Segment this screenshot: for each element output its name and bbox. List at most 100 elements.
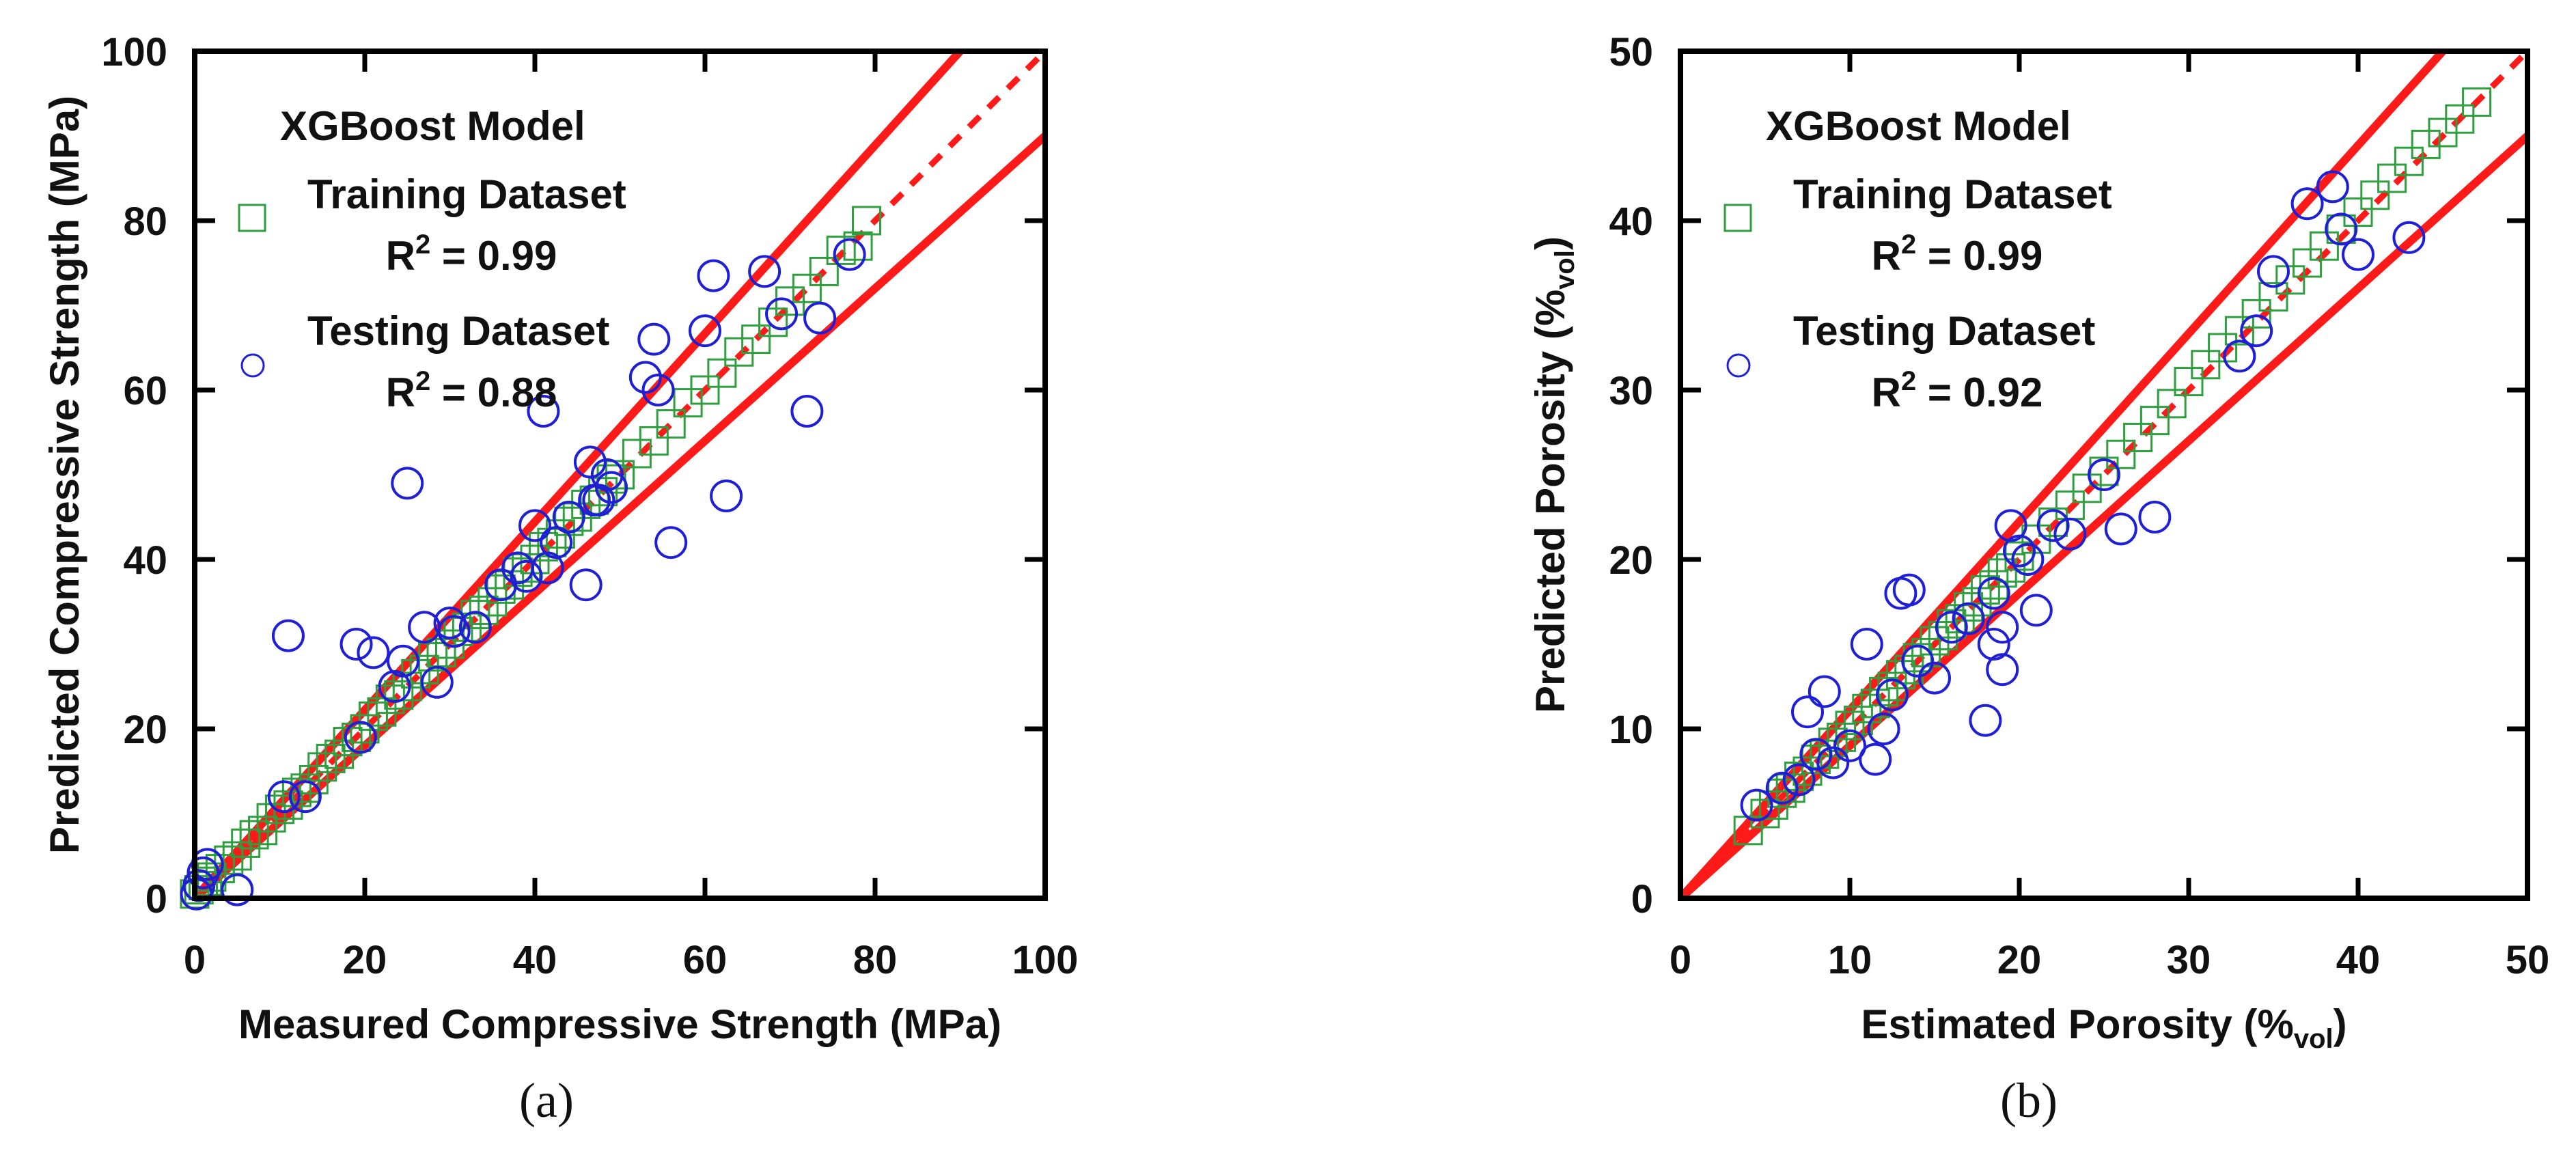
training-point (2377, 163, 2407, 193)
panel-b: 0 10 20 30 40 50 0 10 20 30 40 50 Estimated Porosity… (1288, 0, 2576, 1151)
r2-sup: 2 (1901, 366, 1916, 396)
testing-point (637, 322, 671, 356)
training-point (2275, 265, 2305, 295)
x-tick-label: 20 (343, 938, 387, 982)
r2-prefix: R (386, 370, 415, 415)
r2-sup: 2 (415, 366, 430, 396)
training-point (1987, 558, 2017, 588)
testing-point (531, 551, 564, 585)
testing-point (1986, 611, 2019, 644)
legend-testing-label: Testing Dataset (307, 308, 609, 354)
legend-training-r2: R2 = 0.99 (386, 230, 557, 279)
legend-training-marker (238, 204, 266, 232)
legend-training-label: Training Dataset (307, 171, 626, 217)
training-point (2191, 350, 2221, 380)
testing-point (1867, 712, 1900, 745)
testing-point (1850, 628, 1883, 661)
legend-testing-label: Testing Dataset (1793, 308, 2095, 354)
training-point (2157, 389, 2187, 419)
training-point (852, 206, 882, 236)
legend-testing-marker (1726, 353, 1751, 378)
x-tick-label: 0 (1670, 938, 1691, 982)
y-axis-title-end: ) (1527, 236, 1573, 250)
x-axis-title-sub: vol (2294, 1024, 2333, 1054)
testing-point (1918, 661, 1951, 695)
testing-point (2290, 187, 2324, 221)
plot-frame (1678, 48, 2530, 901)
legend-title: XGBoost Model (1766, 103, 2071, 149)
testing-point (710, 480, 743, 512)
training-point (2139, 406, 2170, 436)
testing-point (221, 873, 254, 906)
y-tick-label: 10 (1609, 708, 1653, 752)
training-point (792, 273, 822, 303)
testing-point (595, 471, 628, 504)
x-axis-title-main: Estimated Porosity (% (1861, 1001, 2294, 1047)
testing-point (527, 395, 560, 428)
testing-point (1740, 788, 1773, 822)
training-point (1758, 790, 1788, 820)
r2-prefix: R (1872, 233, 1901, 279)
training-point (1928, 621, 1958, 651)
testing-point (1977, 628, 2010, 661)
x-tick-label: 20 (1997, 938, 2042, 982)
training-point (1818, 727, 1848, 758)
training-point (2293, 248, 2323, 278)
training-point (1835, 710, 1865, 740)
testing-point (1833, 729, 1866, 762)
r2-sup: 2 (415, 230, 430, 260)
testing-point (344, 721, 377, 754)
testing-point (2138, 501, 2172, 533)
testing-point (833, 238, 866, 271)
y-axis-title-main: Predicted Porosity (% (1527, 290, 1573, 713)
r2-prefix: R (386, 233, 415, 279)
r2-value: = 0.99 (430, 233, 557, 279)
training-point (384, 680, 414, 710)
bound-line-2 (195, 133, 1045, 898)
testing-point (1935, 611, 1968, 644)
testing-point (437, 615, 471, 648)
x-axis-title: Measured Compressive Strength (MPa) (238, 1001, 1001, 1047)
testing-point (1952, 602, 1985, 635)
x-tick-label: 40 (2336, 938, 2381, 982)
testing-point (1765, 771, 1799, 805)
testing-point (2036, 509, 2070, 542)
training-point (2258, 282, 2288, 312)
x-tick-label: 0 (184, 938, 206, 982)
training-point (707, 358, 737, 388)
training-point (2309, 231, 2339, 261)
testing-point (1808, 675, 1841, 708)
x-tick-label: 40 (513, 938, 557, 982)
x-tick-label: 100 (1012, 938, 1079, 982)
training-point (2445, 104, 2475, 134)
testing-point (458, 611, 492, 644)
bound-line-1 (195, 51, 963, 898)
testing-point (689, 314, 721, 348)
testing-point (2088, 458, 2120, 491)
testing-point (1791, 695, 1824, 729)
training-point (2123, 422, 2153, 452)
testing-point (654, 526, 688, 559)
training-point (809, 256, 839, 286)
x-tick-label: 60 (683, 938, 728, 982)
training-point (1869, 676, 1899, 706)
testing-series (1740, 170, 2426, 822)
testing-point (2104, 512, 2137, 546)
training-point (239, 820, 269, 850)
testing-point (748, 255, 781, 288)
r2-value: = 0.92 (1916, 370, 2042, 415)
training-point (1954, 592, 1984, 622)
training-point (1750, 799, 1780, 829)
x-axis-title-end: ) (2333, 1001, 2347, 1047)
x-axis-title: Estimated Porosity (%vol) (1861, 1001, 2346, 1054)
testing-point (391, 467, 424, 500)
training-point (2106, 439, 2136, 469)
testing-point (2316, 170, 2349, 204)
legend-testing-r2: R2 = 0.88 (386, 366, 557, 415)
testing-series (180, 238, 866, 911)
testing-point (2003, 534, 2036, 568)
r2-prefix: R (1872, 370, 1901, 415)
